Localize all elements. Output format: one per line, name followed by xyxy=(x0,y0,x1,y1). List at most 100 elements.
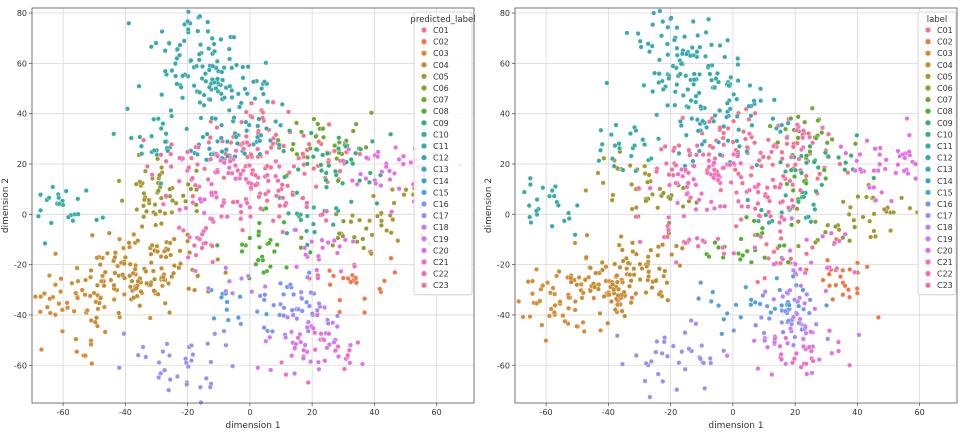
scatter-point xyxy=(200,64,205,69)
scatter-point xyxy=(294,151,300,157)
legend-entry: C06 xyxy=(925,84,953,93)
scatter-point xyxy=(707,355,713,361)
scatter-point xyxy=(314,312,320,318)
scatter-point xyxy=(617,264,623,270)
scatter-point xyxy=(624,266,630,272)
scatter-point xyxy=(629,182,635,187)
legend-marker xyxy=(925,27,932,34)
scatter-point xyxy=(185,9,191,15)
scatter-point xyxy=(725,125,731,131)
left-legend: predicted_label C01C02C03C04C05C06C07C08… xyxy=(410,11,476,296)
scatter-point xyxy=(234,62,239,68)
scatter-point xyxy=(209,181,214,187)
scatter-point xyxy=(688,98,694,103)
scatter-point xyxy=(100,273,105,279)
scatter-point xyxy=(767,123,773,129)
scatter-point xyxy=(245,273,251,279)
right-legend: label C01C02C03C04C05C06C07C08C09C10C11C… xyxy=(917,11,957,296)
scatter-point xyxy=(891,209,897,215)
scatter-point xyxy=(795,219,801,224)
scatter-point xyxy=(180,227,186,233)
scatter-point xyxy=(56,195,62,201)
scatter-point xyxy=(701,360,707,366)
scatter-point xyxy=(198,42,203,48)
scatter-point xyxy=(755,201,761,207)
y-tick-label: 60 xyxy=(17,59,27,68)
legend-entry: C23 xyxy=(925,281,953,290)
scatter-point xyxy=(804,291,810,297)
scatter-point xyxy=(274,193,279,199)
scatter-point xyxy=(292,371,298,376)
scatter-point xyxy=(600,267,605,273)
scatter-point xyxy=(321,337,327,343)
scatter-point xyxy=(797,295,803,301)
scatter-point xyxy=(628,300,634,306)
series-C15 xyxy=(208,287,269,323)
scatter-point xyxy=(50,184,56,190)
legend-entry: C18 xyxy=(421,223,449,232)
scatter-point xyxy=(310,325,316,331)
legend-label: C12 xyxy=(937,154,953,163)
scatter-point xyxy=(599,141,605,147)
scatter-point xyxy=(285,314,291,320)
scatter-point xyxy=(58,276,64,282)
scatter-point xyxy=(316,139,322,145)
scatter-point xyxy=(847,238,853,244)
scatter-point xyxy=(308,290,314,295)
scatter-point xyxy=(265,178,271,184)
scatter-point xyxy=(617,145,623,151)
legend-marker xyxy=(925,119,932,126)
scatter-point xyxy=(101,283,107,289)
legend-entry: C04 xyxy=(925,61,953,70)
scatter-point xyxy=(557,299,563,305)
scatter-point xyxy=(211,41,217,47)
scatter-point xyxy=(721,124,727,129)
scatter-point xyxy=(913,161,918,167)
scatter-point xyxy=(662,268,668,274)
scatter-point xyxy=(855,194,861,200)
scatter-point xyxy=(748,172,754,178)
scatter-point xyxy=(351,234,357,240)
scatter-point xyxy=(203,240,209,246)
scatter-point xyxy=(797,187,803,193)
scatter-point xyxy=(350,128,356,134)
scatter-point xyxy=(601,155,607,161)
scatter-point xyxy=(807,297,813,303)
scatter-point xyxy=(627,272,633,278)
series-C04 xyxy=(556,213,685,326)
scatter-point xyxy=(263,205,269,211)
legend-label: C20 xyxy=(937,246,953,255)
legend-entry: C19 xyxy=(421,235,449,244)
scatter-point xyxy=(226,278,232,284)
legend-label: C11 xyxy=(937,142,953,151)
scatter-point xyxy=(830,296,836,302)
legend-entry: C20 xyxy=(925,246,953,255)
scatter-point xyxy=(148,251,154,257)
scatter-point xyxy=(777,343,783,349)
scatter-point xyxy=(806,310,812,316)
scatter-point xyxy=(552,302,558,308)
scatter-point xyxy=(789,321,795,327)
scatter-point xyxy=(721,316,727,322)
scatter-point xyxy=(691,176,697,182)
scatter-point xyxy=(545,280,550,286)
scatter-point xyxy=(304,161,310,167)
series-C15 xyxy=(696,273,829,337)
scatter-point xyxy=(104,250,110,256)
scatter-point xyxy=(739,203,745,209)
x-tick-label: -40 xyxy=(119,408,132,417)
scatter-point xyxy=(842,283,848,289)
scatter-point xyxy=(719,331,725,337)
scatter-point xyxy=(772,336,778,342)
scatter-point xyxy=(371,193,376,199)
scatter-point xyxy=(845,287,851,293)
legend-label: C02 xyxy=(433,38,449,47)
scatter-point xyxy=(368,110,374,116)
scatter-point xyxy=(115,263,121,269)
scatter-point xyxy=(141,203,146,209)
scatter-point xyxy=(660,19,666,25)
scatter-point xyxy=(340,218,346,224)
scatter-point xyxy=(112,254,118,260)
scatter-point xyxy=(820,125,825,131)
